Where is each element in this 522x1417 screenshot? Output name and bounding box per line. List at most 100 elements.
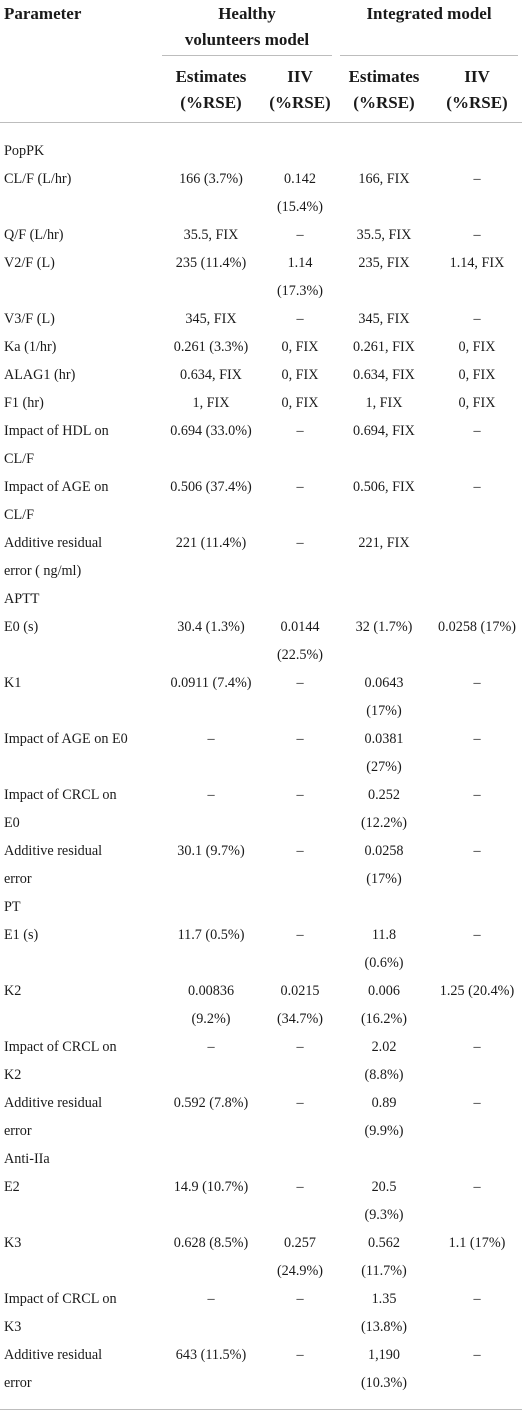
parameter-cell-line: E1 (s) bbox=[4, 927, 39, 943]
hv-estimate-cell: 221 (11.4%) bbox=[158, 529, 264, 585]
int-iiv-cell: – bbox=[432, 221, 522, 249]
hv-iiv-cell-line: (15.4%) bbox=[276, 199, 324, 215]
header-int-line1: Integrated model bbox=[366, 4, 492, 23]
int-iiv-cell: – bbox=[432, 305, 522, 333]
int-iiv-cell-line: – bbox=[473, 927, 481, 943]
int-estimate-cell-line: 0.634, FIX bbox=[353, 367, 415, 383]
hv-iiv-cell: – bbox=[264, 1285, 336, 1341]
parameter-cell-line: K2 bbox=[4, 983, 22, 999]
hv-iiv-cell-line: – bbox=[296, 535, 304, 551]
hv-estimate-cell: 0.592 (7.8%) bbox=[158, 1089, 264, 1145]
int-estimate-cell-line: 2.02 bbox=[371, 1039, 397, 1055]
int-iiv-cell-line: 0, FIX bbox=[458, 339, 496, 355]
hv-estimate-cell-line: – bbox=[207, 731, 215, 747]
hv-iiv-cell-line: (34.7%) bbox=[276, 1011, 324, 1027]
int-iiv-cell-line: – bbox=[473, 423, 481, 439]
hv-estimate-cell: 0.628 (8.5%) bbox=[158, 1229, 264, 1285]
int-iiv-cell-line: – bbox=[473, 1179, 481, 1195]
int-estimate-cell: 0.694, FIX bbox=[336, 417, 432, 473]
table-row: Impact of CRCL on E0 – – 0.252 (12.2%) – bbox=[0, 781, 522, 837]
parameter-cell: Impact of CRCL on E0 bbox=[0, 781, 158, 837]
int-estimate-cell-line: 0.0381 bbox=[364, 731, 404, 747]
parameter-cell: K2 bbox=[0, 977, 158, 1033]
hv-iiv-cell-line: (17.3%) bbox=[276, 283, 324, 299]
int-iiv-cell: 1.25 (20.4%) bbox=[432, 977, 522, 1033]
hv-estimate-cell-line: – bbox=[207, 787, 215, 803]
table-row: Additive residual error 643 (11.5%) – 1,190 (… bbox=[0, 1341, 522, 1397]
parameter-cell: K3 bbox=[0, 1229, 158, 1285]
hv-iiv-cell: 0, FIX bbox=[264, 389, 336, 417]
section-row: PT bbox=[0, 893, 522, 921]
header-hv-line1: Healthy bbox=[218, 4, 276, 23]
int-iiv-cell: – bbox=[432, 837, 522, 893]
parameter-cell-line: CL/F (L/hr) bbox=[4, 171, 72, 187]
int-estimate-cell: 0.634, FIX bbox=[336, 361, 432, 389]
int-iiv-cell-line: – bbox=[473, 1291, 481, 1307]
table-row: Ka (1/hr) 0.261 (3.3%) 0, FIX 0.261, FIX 0, … bbox=[0, 333, 522, 361]
int-iiv-cell: 0, FIX bbox=[432, 389, 522, 417]
int-estimate-cell-line: 1.35 bbox=[371, 1291, 397, 1307]
subheader-int-estimates: Estimates (%RSE) bbox=[348, 67, 420, 112]
int-iiv-cell-line: – bbox=[473, 675, 481, 691]
int-estimate-cell-line: (11.7%) bbox=[361, 1263, 407, 1279]
hv-estimate-cell-line: 643 (11.5%) bbox=[175, 1347, 247, 1363]
int-iiv-cell: 0, FIX bbox=[432, 333, 522, 361]
parameter-cell: Impact of CRCL on K2 bbox=[0, 1033, 158, 1089]
parameter-cell: K1 bbox=[0, 669, 158, 725]
parameter-cell-line: Additive residual bbox=[4, 1095, 103, 1111]
hv-iiv-cell-line: (24.9%) bbox=[276, 1263, 324, 1279]
int-iiv-cell-line: – bbox=[473, 731, 481, 747]
int-iiv-cell: – bbox=[432, 1285, 522, 1341]
int-estimate-cell-line: 0.506, FIX bbox=[353, 479, 415, 495]
subheader-hv-estimates: Estimates (%RSE) bbox=[175, 67, 247, 112]
hv-iiv-cell-line: – bbox=[296, 311, 304, 327]
int-estimate-cell-line: (12.2%) bbox=[360, 815, 408, 831]
int-iiv-cell: 1.14, FIX bbox=[432, 249, 522, 305]
hv-iiv-cell-line: – bbox=[296, 423, 304, 439]
hv-estimate-cell: 0.00836 (9.2%) bbox=[158, 977, 264, 1033]
parameter-cell: Additive residual error bbox=[0, 1341, 158, 1397]
hv-estimate-cell: 35.5, FIX bbox=[158, 221, 264, 249]
table-row: Impact of CRCL on K3 – – 1.35 (13.8%) – bbox=[0, 1285, 522, 1341]
section-label: Anti-IIa bbox=[4, 1151, 50, 1167]
hv-iiv-cell-line: 0.142 bbox=[284, 171, 316, 187]
parameter-cell-line: E0 (s) bbox=[4, 619, 39, 635]
int-iiv-cell-line: 0, FIX bbox=[458, 367, 496, 383]
int-iiv-cell-line: – bbox=[473, 311, 481, 327]
table-row: Additive residual error ( ng/ml) 221 (11.4… bbox=[0, 529, 522, 585]
table-row: K3 0.628 (8.5%) 0.257 (24.9%) 0.562 (11.7%) 1.… bbox=[0, 1229, 522, 1285]
hv-iiv-cell-line: – bbox=[296, 731, 304, 747]
hv-estimate-cell-line: 30.1 (9.7%) bbox=[177, 843, 245, 859]
int-estimate-cell-line: (17%) bbox=[366, 703, 402, 719]
parameter-cell-line: K3 bbox=[4, 1235, 22, 1251]
int-estimate-cell-line: 0.0643 bbox=[364, 675, 404, 691]
hv-estimate-cell: 235 (11.4%) bbox=[158, 249, 264, 305]
parameter-cell-line: Impact of CRCL on bbox=[4, 1039, 117, 1055]
parameter-cell-line: E0 bbox=[4, 815, 20, 831]
hv-iiv-cell-line: 0, FIX bbox=[281, 339, 319, 355]
table-row: V3/F (L) 345, FIX – 345, FIX – bbox=[0, 305, 522, 333]
hv-iiv-cell-line: – bbox=[296, 787, 304, 803]
parameter-cell-line: error ( ng/ml) bbox=[4, 563, 82, 579]
table-row: K1 0.0911 (7.4%) – 0.0643 (17%) – bbox=[0, 669, 522, 725]
int-estimate-cell: 221, FIX bbox=[336, 529, 432, 585]
int-estimate-cell-line: 345, FIX bbox=[358, 311, 410, 327]
table-row: Impact of AGE on CL/F 0.506 (37.4%) – 0.506,… bbox=[0, 473, 522, 529]
int-iiv-cell-line: 0.0258 (17%) bbox=[437, 619, 517, 635]
int-estimate-cell-line: (9.3%) bbox=[364, 1207, 404, 1223]
int-estimate-cell-line: 20.5 bbox=[371, 1179, 397, 1195]
hv-iiv-cell: 0.142 (15.4%) bbox=[264, 165, 336, 221]
hv-iiv-cell-line: – bbox=[296, 479, 304, 495]
hv-iiv-cell: – bbox=[264, 305, 336, 333]
table-row: ALAG1 (hr) 0.634, FIX 0, FIX 0.634, FIX 0, F… bbox=[0, 361, 522, 389]
int-iiv-cell: – bbox=[432, 781, 522, 837]
int-estimate-cell-line: (17%) bbox=[366, 871, 402, 887]
hv-estimate-cell-line: 0.634, FIX bbox=[180, 367, 242, 383]
int-iiv-cell: – bbox=[432, 473, 522, 529]
hv-iiv-cell-line: – bbox=[296, 675, 304, 691]
table-row: Impact of AGE on E0 – – 0.0381 (27%) – bbox=[0, 725, 522, 781]
int-estimate-cell: 35.5, FIX bbox=[336, 221, 432, 249]
hv-estimate-cell-line: 235 (11.4%) bbox=[175, 255, 247, 271]
int-iiv-cell-line: – bbox=[473, 1095, 481, 1111]
